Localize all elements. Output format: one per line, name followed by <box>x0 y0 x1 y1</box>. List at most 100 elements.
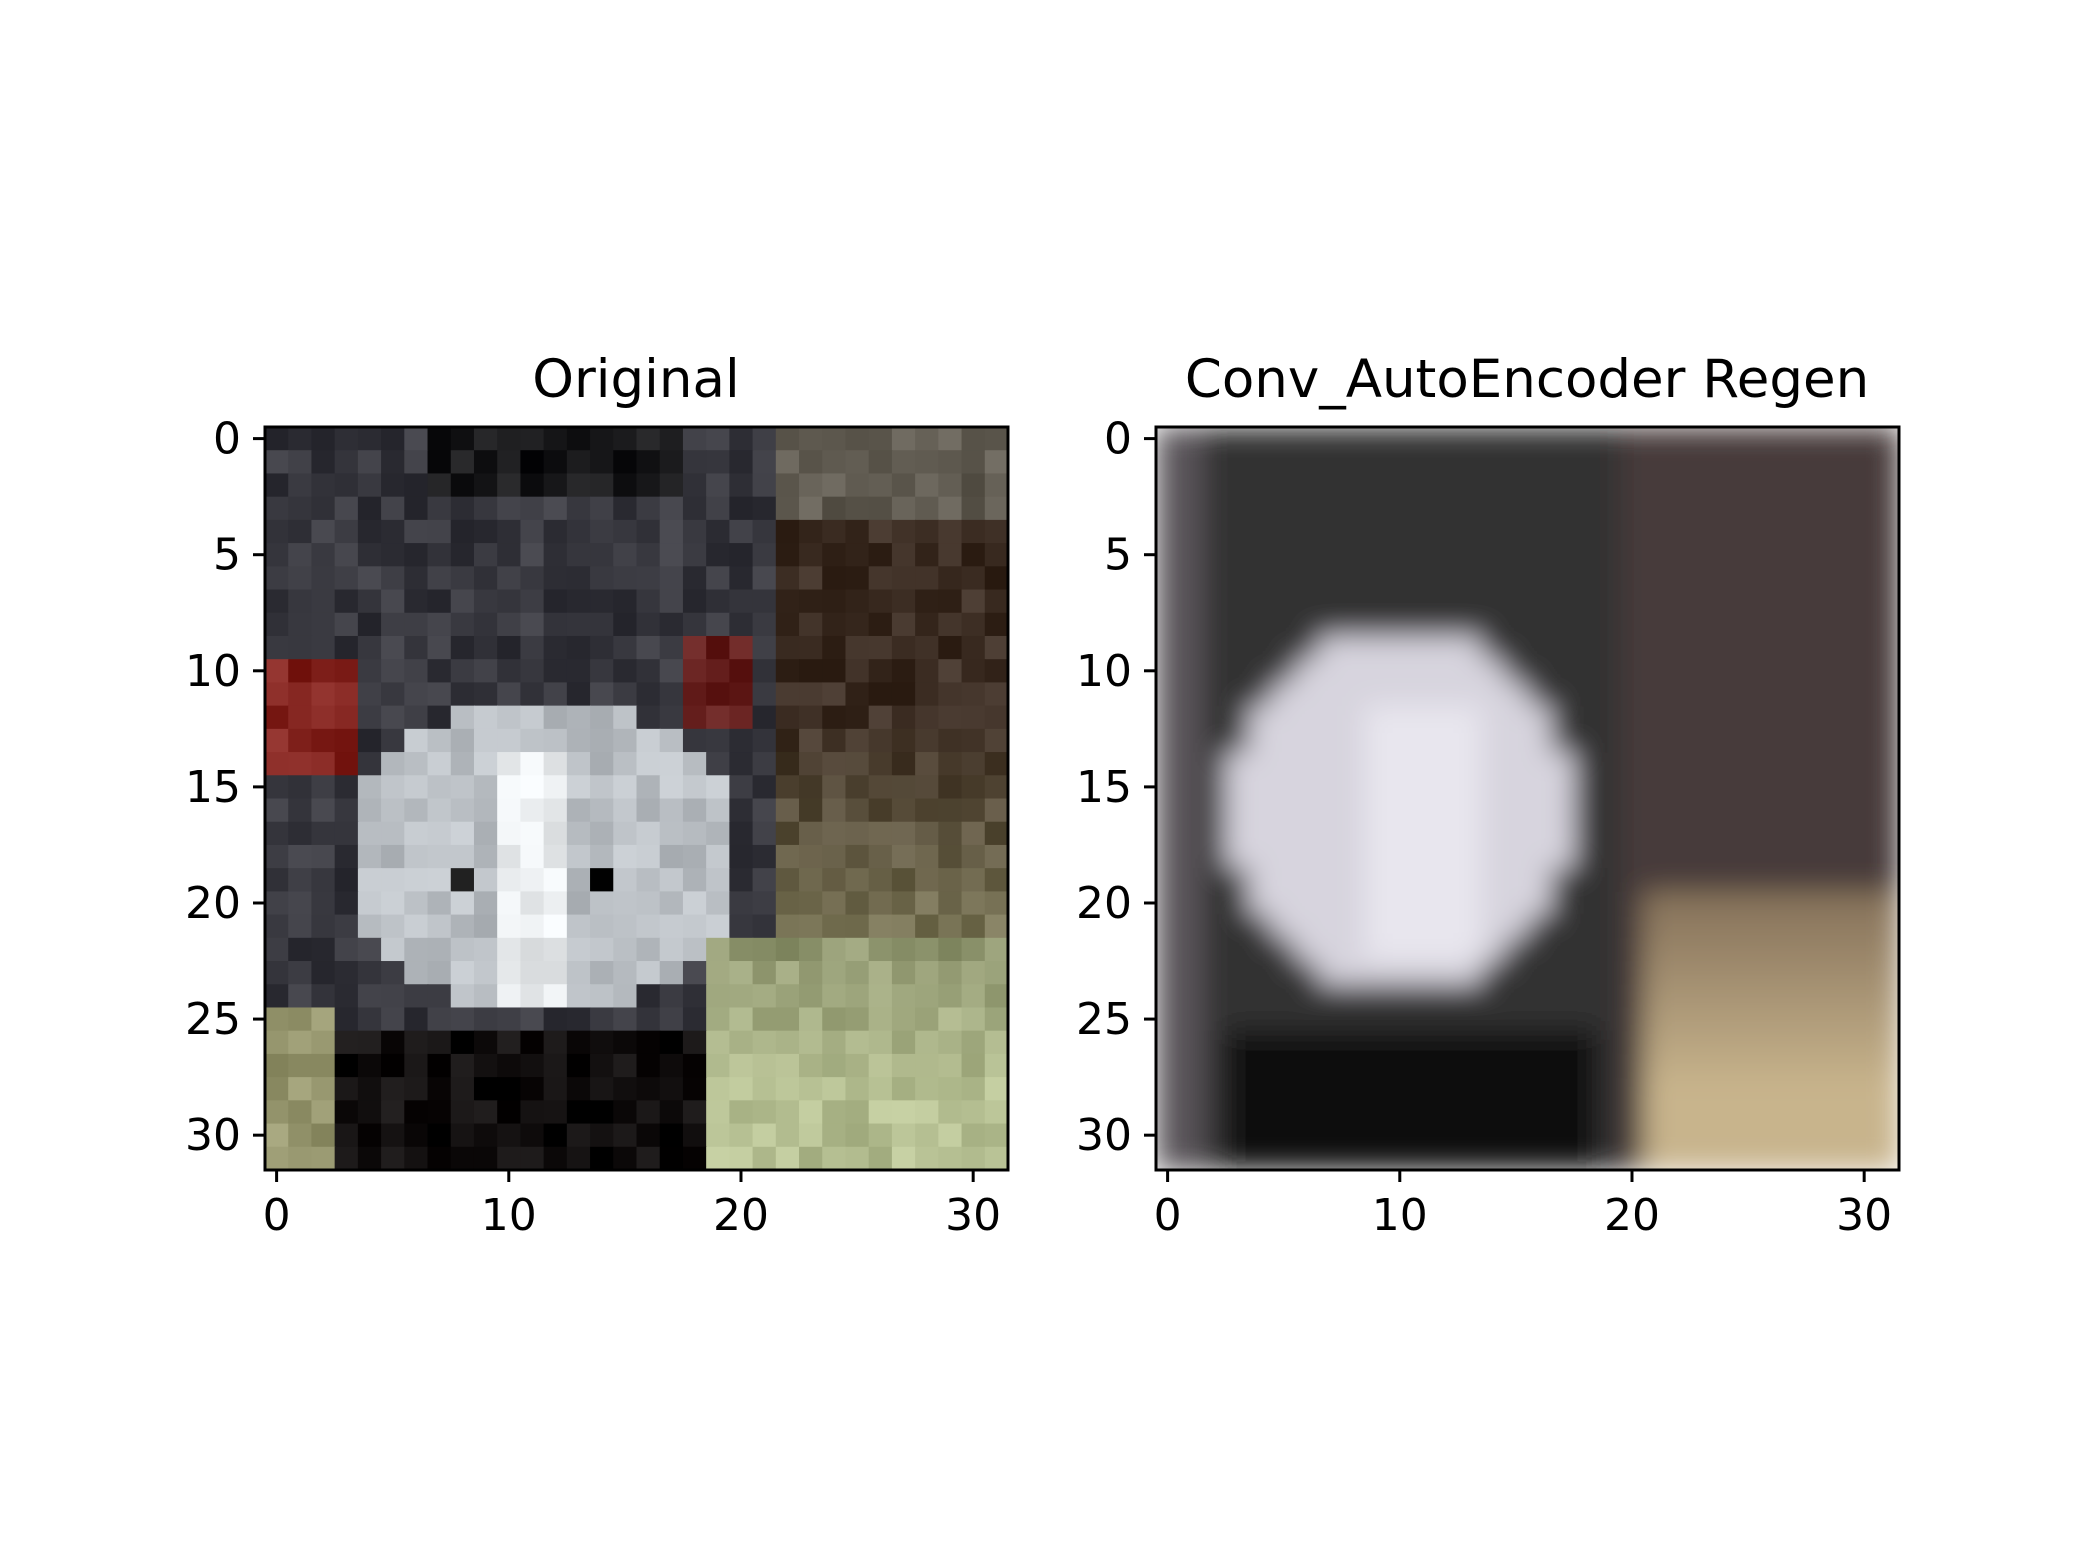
image-pixel <box>752 427 777 452</box>
image-pixel <box>1248 1100 1273 1125</box>
image-pixel <box>1690 543 1715 568</box>
image-pixel <box>1504 775 1529 800</box>
image-pixel <box>1550 728 1575 753</box>
image-pixel <box>636 914 661 939</box>
image-pixel <box>311 1007 336 1032</box>
image-pixel <box>1875 1007 1899 1032</box>
image-pixel <box>1736 891 1761 916</box>
image-pixel <box>1643 589 1668 614</box>
image-pixel <box>1550 844 1575 869</box>
image-pixel <box>404 519 429 544</box>
image-pixel <box>381 1053 406 1078</box>
image-pixel <box>1852 914 1877 939</box>
image-pixel <box>938 496 963 521</box>
image-pixel <box>1573 775 1598 800</box>
image-pixel <box>915 891 940 916</box>
image-pixel <box>845 543 870 568</box>
image-pixel <box>1457 798 1482 823</box>
image-pixel <box>1388 1146 1413 1170</box>
image-pixel <box>729 937 754 962</box>
image-pixel <box>636 728 661 753</box>
image-pixel <box>1829 682 1854 707</box>
image-pixel <box>1388 473 1413 498</box>
image-pixel <box>961 1007 986 1032</box>
image-pixel <box>1295 635 1320 660</box>
image-pixel <box>915 752 940 777</box>
image-pixel <box>1666 775 1691 800</box>
image-pixel <box>1829 775 1854 800</box>
image-pixel <box>1713 543 1738 568</box>
image-pixel <box>1782 1100 1807 1125</box>
image-pixel <box>1852 473 1877 498</box>
image-pixel <box>636 566 661 591</box>
image-pixel <box>1202 635 1227 660</box>
image-pixel <box>775 844 800 869</box>
image-pixel <box>1248 937 1273 962</box>
image-pixel <box>1643 984 1668 1009</box>
image-pixel <box>1504 473 1529 498</box>
image-pixel <box>450 728 475 753</box>
image-pixel <box>404 1146 429 1170</box>
image-pixel <box>311 844 336 869</box>
image-pixel <box>845 612 870 637</box>
image-pixel <box>1248 1053 1273 1078</box>
image-pixel <box>1202 821 1227 846</box>
image-pixel <box>1782 427 1807 452</box>
image-pixel <box>1875 914 1899 939</box>
image-pixel <box>334 1030 359 1055</box>
image-pixel <box>566 427 591 452</box>
image-pixel <box>1620 1100 1645 1125</box>
image-pixel <box>1179 914 1204 939</box>
image-pixel <box>1481 728 1506 753</box>
image-pixel <box>357 682 382 707</box>
image-pixel <box>520 496 545 521</box>
image-pixel <box>1713 914 1738 939</box>
image-pixel <box>1202 659 1227 684</box>
image-pixel <box>775 496 800 521</box>
image-pixel <box>868 961 893 986</box>
pixel-layer-original <box>265 427 1008 1170</box>
image-pixel <box>706 659 731 684</box>
image-pixel <box>682 728 707 753</box>
image-pixel <box>1690 961 1715 986</box>
image-pixel <box>288 821 313 846</box>
image-pixel <box>1411 728 1436 753</box>
image-pixel <box>1643 1077 1668 1102</box>
image-pixel <box>1829 450 1854 475</box>
image-pixel <box>891 728 916 753</box>
x-tick-label: 30 <box>1836 1190 1892 1241</box>
image-pixel <box>427 891 452 916</box>
y-tick-label: 30 <box>185 1110 241 1161</box>
image-pixel <box>1388 961 1413 986</box>
image-pixel <box>1875 752 1899 777</box>
image-pixel <box>288 728 313 753</box>
image-pixel <box>1736 589 1761 614</box>
image-pixel <box>1782 450 1807 475</box>
image-pixel <box>590 1077 615 1102</box>
image-pixel <box>659 984 684 1009</box>
image-pixel <box>915 682 940 707</box>
image-pixel <box>706 775 731 800</box>
image-pixel <box>706 1053 731 1078</box>
image-pixel <box>520 612 545 637</box>
image-pixel <box>1295 798 1320 823</box>
image-pixel <box>706 844 731 869</box>
image-pixel <box>1272 961 1297 986</box>
image-pixel <box>1806 427 1831 452</box>
image-pixel <box>1364 635 1389 660</box>
image-pixel <box>543 1077 568 1102</box>
image-pixel <box>938 1123 963 1148</box>
image-pixel <box>729 589 754 614</box>
image-pixel <box>1643 1100 1668 1125</box>
image-pixel <box>1179 682 1204 707</box>
image-pixel <box>1434 566 1459 591</box>
image-pixel <box>497 1030 522 1055</box>
image-pixel <box>752 566 777 591</box>
image-pixel <box>1504 961 1529 986</box>
image-pixel <box>915 635 940 660</box>
image-pixel <box>1341 566 1366 591</box>
image-pixel <box>961 519 986 544</box>
image-pixel <box>1225 1077 1250 1102</box>
image-pixel <box>520 891 545 916</box>
image-pixel <box>357 589 382 614</box>
